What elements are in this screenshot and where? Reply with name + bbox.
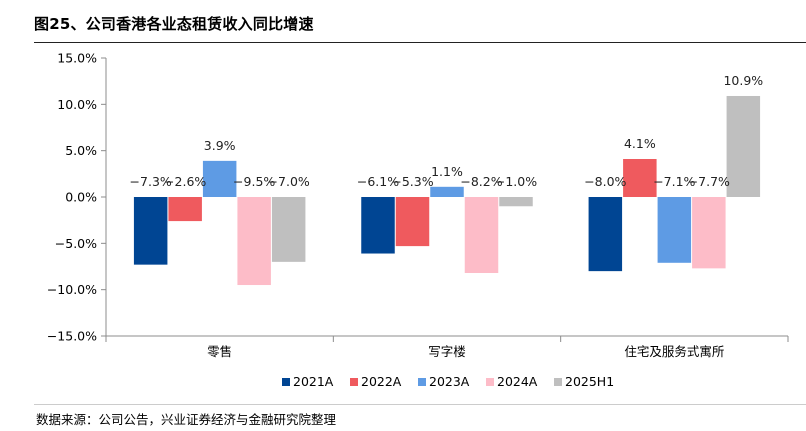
bar-2023A-零售	[202, 160, 237, 197]
bar-2023A-写字楼	[430, 186, 464, 197]
legend-swatch-2024A	[486, 378, 494, 386]
data-label: −7.1%	[653, 174, 695, 189]
chart-legend: 2021A 2022A 2023A 2024A 2025H1	[282, 374, 614, 389]
data-label: −8.2%	[460, 174, 502, 189]
title-divider	[34, 42, 806, 43]
data-label: −7.7%	[688, 174, 730, 189]
bar-2023A-住宅及服务式寓所	[657, 197, 692, 263]
data-label: −2.6%	[164, 174, 206, 189]
x-tick-label: 住宅及服务式寓所	[624, 344, 724, 359]
x-tick-label: 零售	[207, 344, 232, 359]
data-label: −1.0%	[495, 174, 537, 189]
y-tick-label: −15.0%	[47, 329, 97, 344]
data-label: −8.0%	[584, 174, 626, 189]
legend-swatch-2022A	[350, 378, 358, 386]
y-tick-label: 15.0%	[57, 51, 97, 66]
bar-2025H1-住宅及服务式寓所	[726, 95, 761, 197]
data-label: 3.9%	[204, 138, 236, 153]
y-tick-label: 0.0%	[65, 190, 97, 205]
y-tick-label: 10.0%	[57, 97, 97, 112]
bar-2022A-写字楼	[395, 197, 430, 247]
legend-label: 2021A	[293, 374, 334, 389]
figure-title: 图25、公司香港各业态租赁收入同比增速	[34, 15, 314, 33]
data-label: −6.1%	[357, 174, 399, 189]
data-label: 10.9%	[723, 73, 763, 88]
legend-label: 2023A	[429, 374, 470, 389]
bar-2024A-住宅及服务式寓所	[692, 197, 726, 269]
bar-2021A-零售	[133, 197, 168, 265]
data-label: 4.1%	[624, 136, 656, 151]
chart-data-labels: −7.3% −6.1% −8.0% −2.6% −5.3% 4.1% 3.9% 1.1% −7.…	[130, 73, 764, 189]
bar-2022A-零售	[168, 197, 202, 222]
data-label: −7.3%	[130, 174, 172, 189]
chart-axes: 15.0% 10.0% 5.0% 0.0% −5.0% −10.0% −15.0% 零售 写字楼…	[47, 51, 789, 359]
data-label: −9.5%	[233, 174, 275, 189]
y-tick-label: −5.0%	[55, 236, 97, 251]
bar-2025H1-写字楼	[499, 197, 533, 207]
legend-label: 2025H1	[565, 374, 614, 389]
legend-label: 2024A	[497, 374, 538, 389]
x-tick-label: 写字楼	[428, 344, 466, 359]
legend-swatch-2021A	[282, 378, 290, 386]
bar-2024A-写字楼	[464, 197, 499, 273]
bar-2021A-住宅及服务式寓所	[588, 197, 623, 272]
chart-bars	[133, 95, 761, 286]
bar-2024A-零售	[237, 197, 271, 286]
legend-label: 2022A	[361, 374, 402, 389]
data-label: −7.0%	[268, 174, 310, 189]
y-tick-label: −10.0%	[47, 282, 97, 297]
bar-2022A-住宅及服务式寓所	[623, 159, 657, 197]
source-divider	[34, 404, 806, 405]
y-tick-label: 5.0%	[65, 143, 97, 158]
bar-2021A-写字楼	[361, 197, 395, 254]
legend-swatch-2023A	[418, 378, 426, 386]
legend-swatch-2025H1	[554, 378, 562, 386]
bar-2025H1-零售	[271, 197, 306, 262]
figure-source: 数据来源：公司公告，兴业证券经济与金融研究院整理	[36, 412, 337, 427]
bar-chart: 15.0% 10.0% 5.0% 0.0% −5.0% −10.0% −15.0% 零售 写字楼…	[47, 51, 789, 389]
data-label: 1.1%	[431, 164, 463, 179]
data-label: −5.3%	[391, 174, 433, 189]
